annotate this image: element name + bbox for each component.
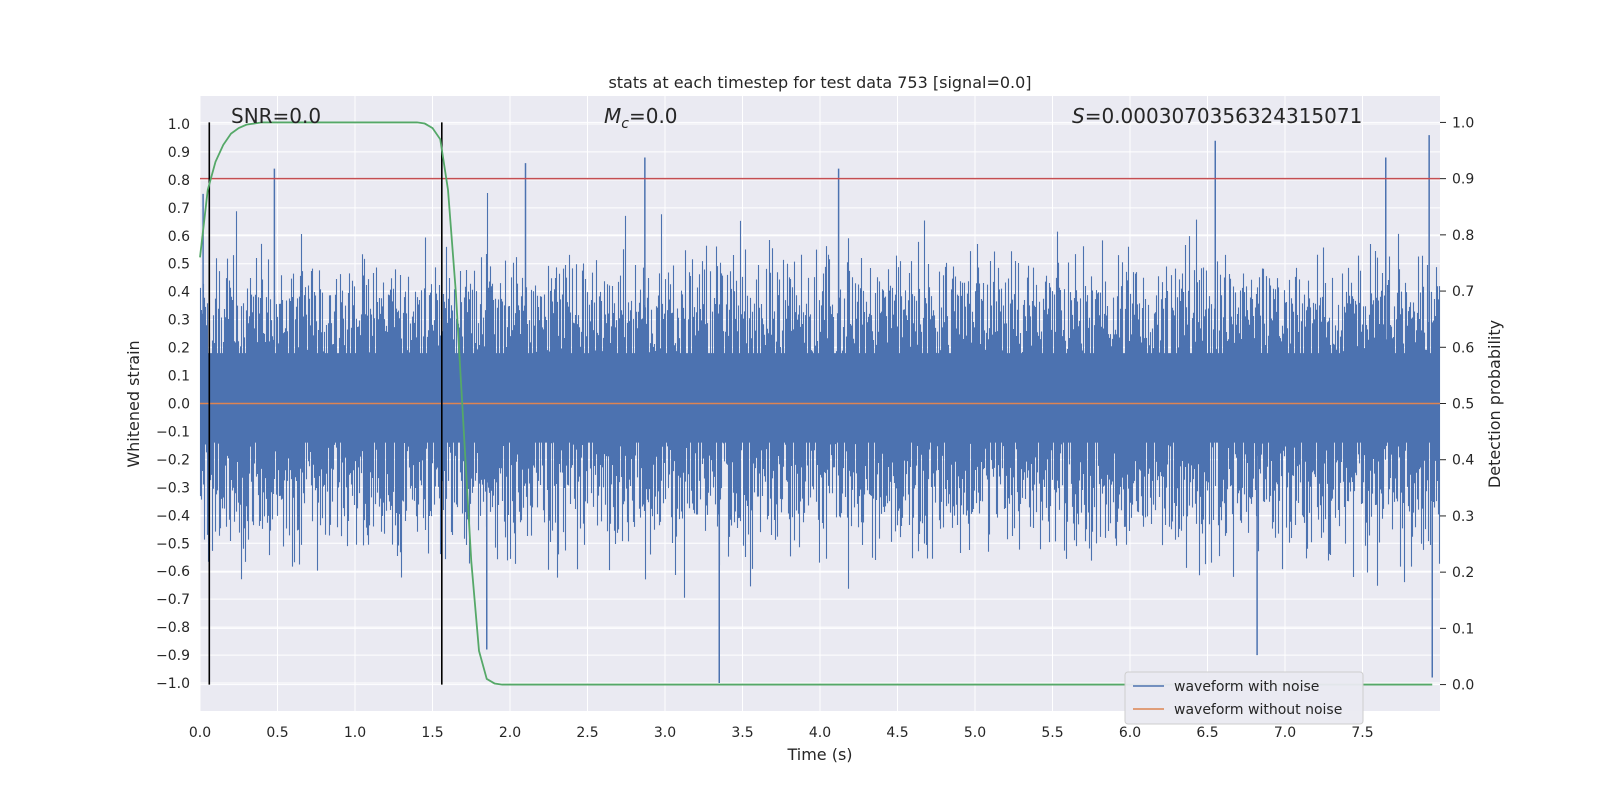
y2-tick-label-2: 0.8 [1452,228,1474,244]
overlays [199,121,1440,686]
mc-annotation: Mc=0.0 [604,104,678,132]
y-tick-label-4: 0.6 [168,229,190,245]
y-tick-label-7: 0.3 [168,313,190,329]
y2-tick-label-9: 0.1 [1452,621,1474,637]
y2-tick-label-10: 0.0 [1452,678,1474,694]
y2-axis-label: Detection probability [1485,320,1504,488]
mc-value: =0.0 [629,104,678,128]
x-tick-label-11: 5.5 [1041,725,1063,741]
x-tick-label-8: 4.0 [809,725,831,741]
y-tick-label-2: 0.8 [168,173,190,189]
y2-tick-label-7: 0.3 [1452,509,1474,525]
x-tick-label-9: 4.5 [886,725,908,741]
y2-tick-label-3: 0.7 [1452,284,1474,300]
x-ticks: 0.0 0.5 1.0 1.5 2.0 2.5 3.0 3.5 4.0 4.5 5.0 5.5 6.0 6… [189,725,1374,741]
mc-subscript: c [621,116,629,132]
y2-tick-label-6: 0.4 [1452,453,1474,469]
x-tick-label-6: 3.0 [654,725,676,741]
x-tick-label-4: 2.0 [499,725,521,741]
legend: waveform with noise waveform without noi… [1124,671,1364,725]
y-tick-label-17: −0.7 [156,592,190,608]
x-tick-label-12: 6.0 [1119,725,1141,741]
y-tick-label-5: 0.5 [168,257,190,273]
y2-ticks: 1.0 0.9 0.8 0.7 0.6 0.5 0.4 0.3 0.2 0.1 0.0 [1440,115,1474,694]
y-tick-label-3: 0.7 [168,201,190,217]
y-tick-label-20: −1.0 [156,676,190,692]
y2-tick-label-8: 0.2 [1452,565,1474,581]
y2-tick-label-5: 0.5 [1452,397,1474,413]
waveform-dense-band [200,355,1440,410]
detection-probability-line [199,121,1433,686]
y-tick-label-9: 0.1 [168,369,190,385]
y-tick-label-19: −0.9 [156,648,190,664]
y-tick-label-8: 0.2 [168,341,190,357]
s-symbol: S [1072,104,1085,128]
x-axis-label: Time (s) [786,745,852,764]
snr-annotation: SNR=0.0 [231,104,321,128]
y-tick-label-15: −0.5 [156,536,190,552]
y2-tick-label-1: 0.9 [1452,172,1474,188]
chart-title: stats at each timestep for test data 753… [608,73,1031,92]
legend-label-clean: waveform without noise [1174,702,1342,718]
y2-tick-label-4: 0.6 [1452,340,1474,356]
y-tick-label-6: 0.4 [168,285,190,301]
y-tick-label-1: 0.9 [168,145,190,161]
x-tick-label-3: 1.5 [421,725,443,741]
waveform-with-noise-series [199,135,1441,684]
y-tick-label-18: −0.8 [156,620,190,636]
y2-tick-label-0: 1.0 [1452,115,1474,131]
x-tick-label-7: 3.5 [731,725,753,741]
y-tick-label-16: −0.6 [156,564,190,580]
x-tick-label-0: 0.0 [189,725,211,741]
y-tick-label-14: −0.4 [156,508,190,524]
y-tick-label-12: −0.2 [156,452,190,468]
s-annotation: S=0.0003070356324315071 [1072,104,1362,128]
x-tick-label-1: 0.5 [266,725,288,741]
y-ticks: 1.0 0.9 0.8 0.7 0.6 0.5 0.4 0.3 0.2 0.1 0.0 −0.1 −0.… [156,117,190,692]
x-tick-label-14: 7.0 [1274,725,1296,741]
legend-box [1124,671,1364,725]
x-tick-label-10: 5.0 [964,725,986,741]
y-axis-label: Whitened strain [124,340,143,467]
y-tick-label-13: −0.3 [156,480,190,496]
x-tick-label-2: 1.0 [344,725,366,741]
legend-label-noise: waveform with noise [1174,679,1319,695]
x-tick-label-13: 6.5 [1196,725,1218,741]
x-tick-label-15: 7.5 [1351,725,1373,741]
y-tick-label-10: 0.0 [168,397,190,413]
y-tick-label-0: 1.0 [168,117,190,133]
x-tick-label-5: 2.5 [576,725,598,741]
y-tick-label-11: −0.1 [156,424,190,440]
mc-symbol: M [604,104,621,128]
s-value: =0.0003070356324315071 [1085,104,1363,128]
